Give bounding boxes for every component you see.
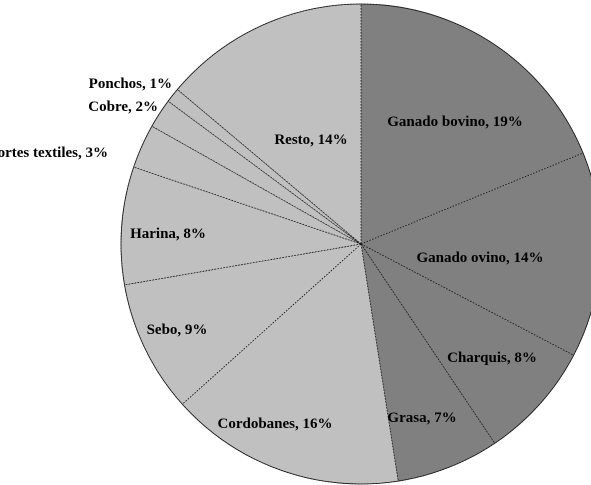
- pie-slice-cordobanes: [181, 243, 399, 485]
- slice-label-resto: Resto, 14%: [274, 132, 347, 148]
- pie-outline: [120, 3, 591, 485]
- slice-label-grasa: Grasa, 7%: [387, 410, 456, 426]
- slice-label-charquis: Charquis, 8%: [447, 350, 537, 366]
- slice-label-ganado-bovino: Ganado bovino, 19%: [387, 114, 522, 130]
- slices-layer: [120, 3, 591, 485]
- labels-layer: Ganado bovino, 19% Ganado ovino, 14% Charq…: [0, 76, 544, 432]
- slice-label-ganado-ovino: Ganado ovino, 14%: [416, 250, 543, 266]
- slice-label-harina: Harina, 8%: [130, 226, 206, 242]
- slice-label-sebo: Sebo, 9%: [147, 322, 208, 338]
- slice-label-cobre: Cobre, 2%: [88, 99, 158, 115]
- slice-label-cortes-textiles: Cortes textiles, 3%: [0, 145, 108, 161]
- slice-label-cordobanes: Cordobanes, 16%: [217, 416, 332, 432]
- slice-label-ponchos: Ponchos, 1%: [89, 76, 172, 92]
